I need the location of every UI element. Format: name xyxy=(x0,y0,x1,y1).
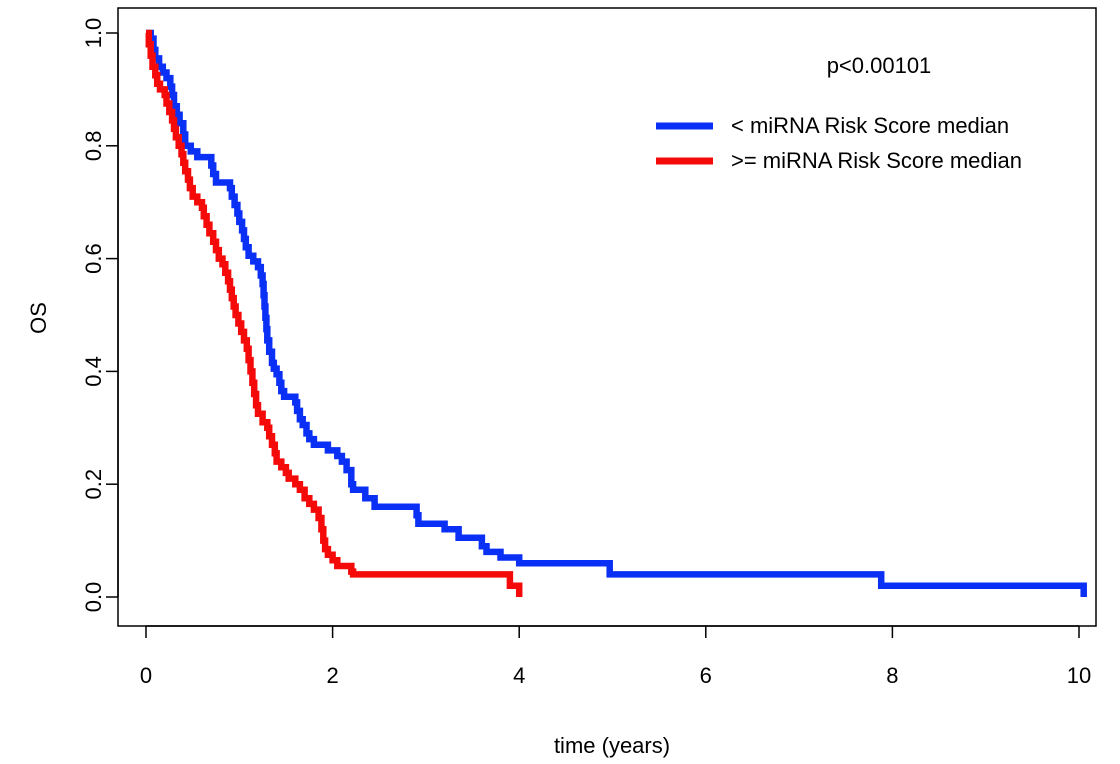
y-axis: 0.0 0.2 0.4 0.6 0.8 1.0 xyxy=(81,18,119,613)
x-tick-label: 8 xyxy=(886,663,898,688)
x-axis: 0 2 4 6 8 10 xyxy=(140,625,1091,688)
legend-label-low-risk: < miRNA Risk Score median xyxy=(731,113,1009,138)
y-tick-label: 1.0 xyxy=(81,18,106,49)
x-tick-label: 10 xyxy=(1067,663,1091,688)
x-tick-label: 6 xyxy=(700,663,712,688)
series-layer xyxy=(145,29,1087,597)
y-tick-label: 0.2 xyxy=(81,469,106,500)
legend: < miRNA Risk Score median >= miRNA Risk … xyxy=(656,113,1022,173)
x-axis-label: time (years) xyxy=(554,733,670,758)
x-tick-label: 4 xyxy=(513,663,525,688)
survival-curve-low-risk xyxy=(146,29,1087,597)
x-tick-label: 2 xyxy=(326,663,338,688)
y-axis-label: OS xyxy=(26,302,51,334)
survival-curve-high-risk xyxy=(145,29,523,597)
y-tick-label: 0.8 xyxy=(81,131,106,162)
y-tick-label: 0.6 xyxy=(81,243,106,274)
y-tick-label: 0.0 xyxy=(81,582,106,613)
p-value-annotation: p<0.00101 xyxy=(827,53,932,78)
legend-label-high-risk: >= miRNA Risk Score median xyxy=(731,148,1022,173)
x-tick-label: 0 xyxy=(140,663,152,688)
y-tick-label: 0.4 xyxy=(81,356,106,387)
